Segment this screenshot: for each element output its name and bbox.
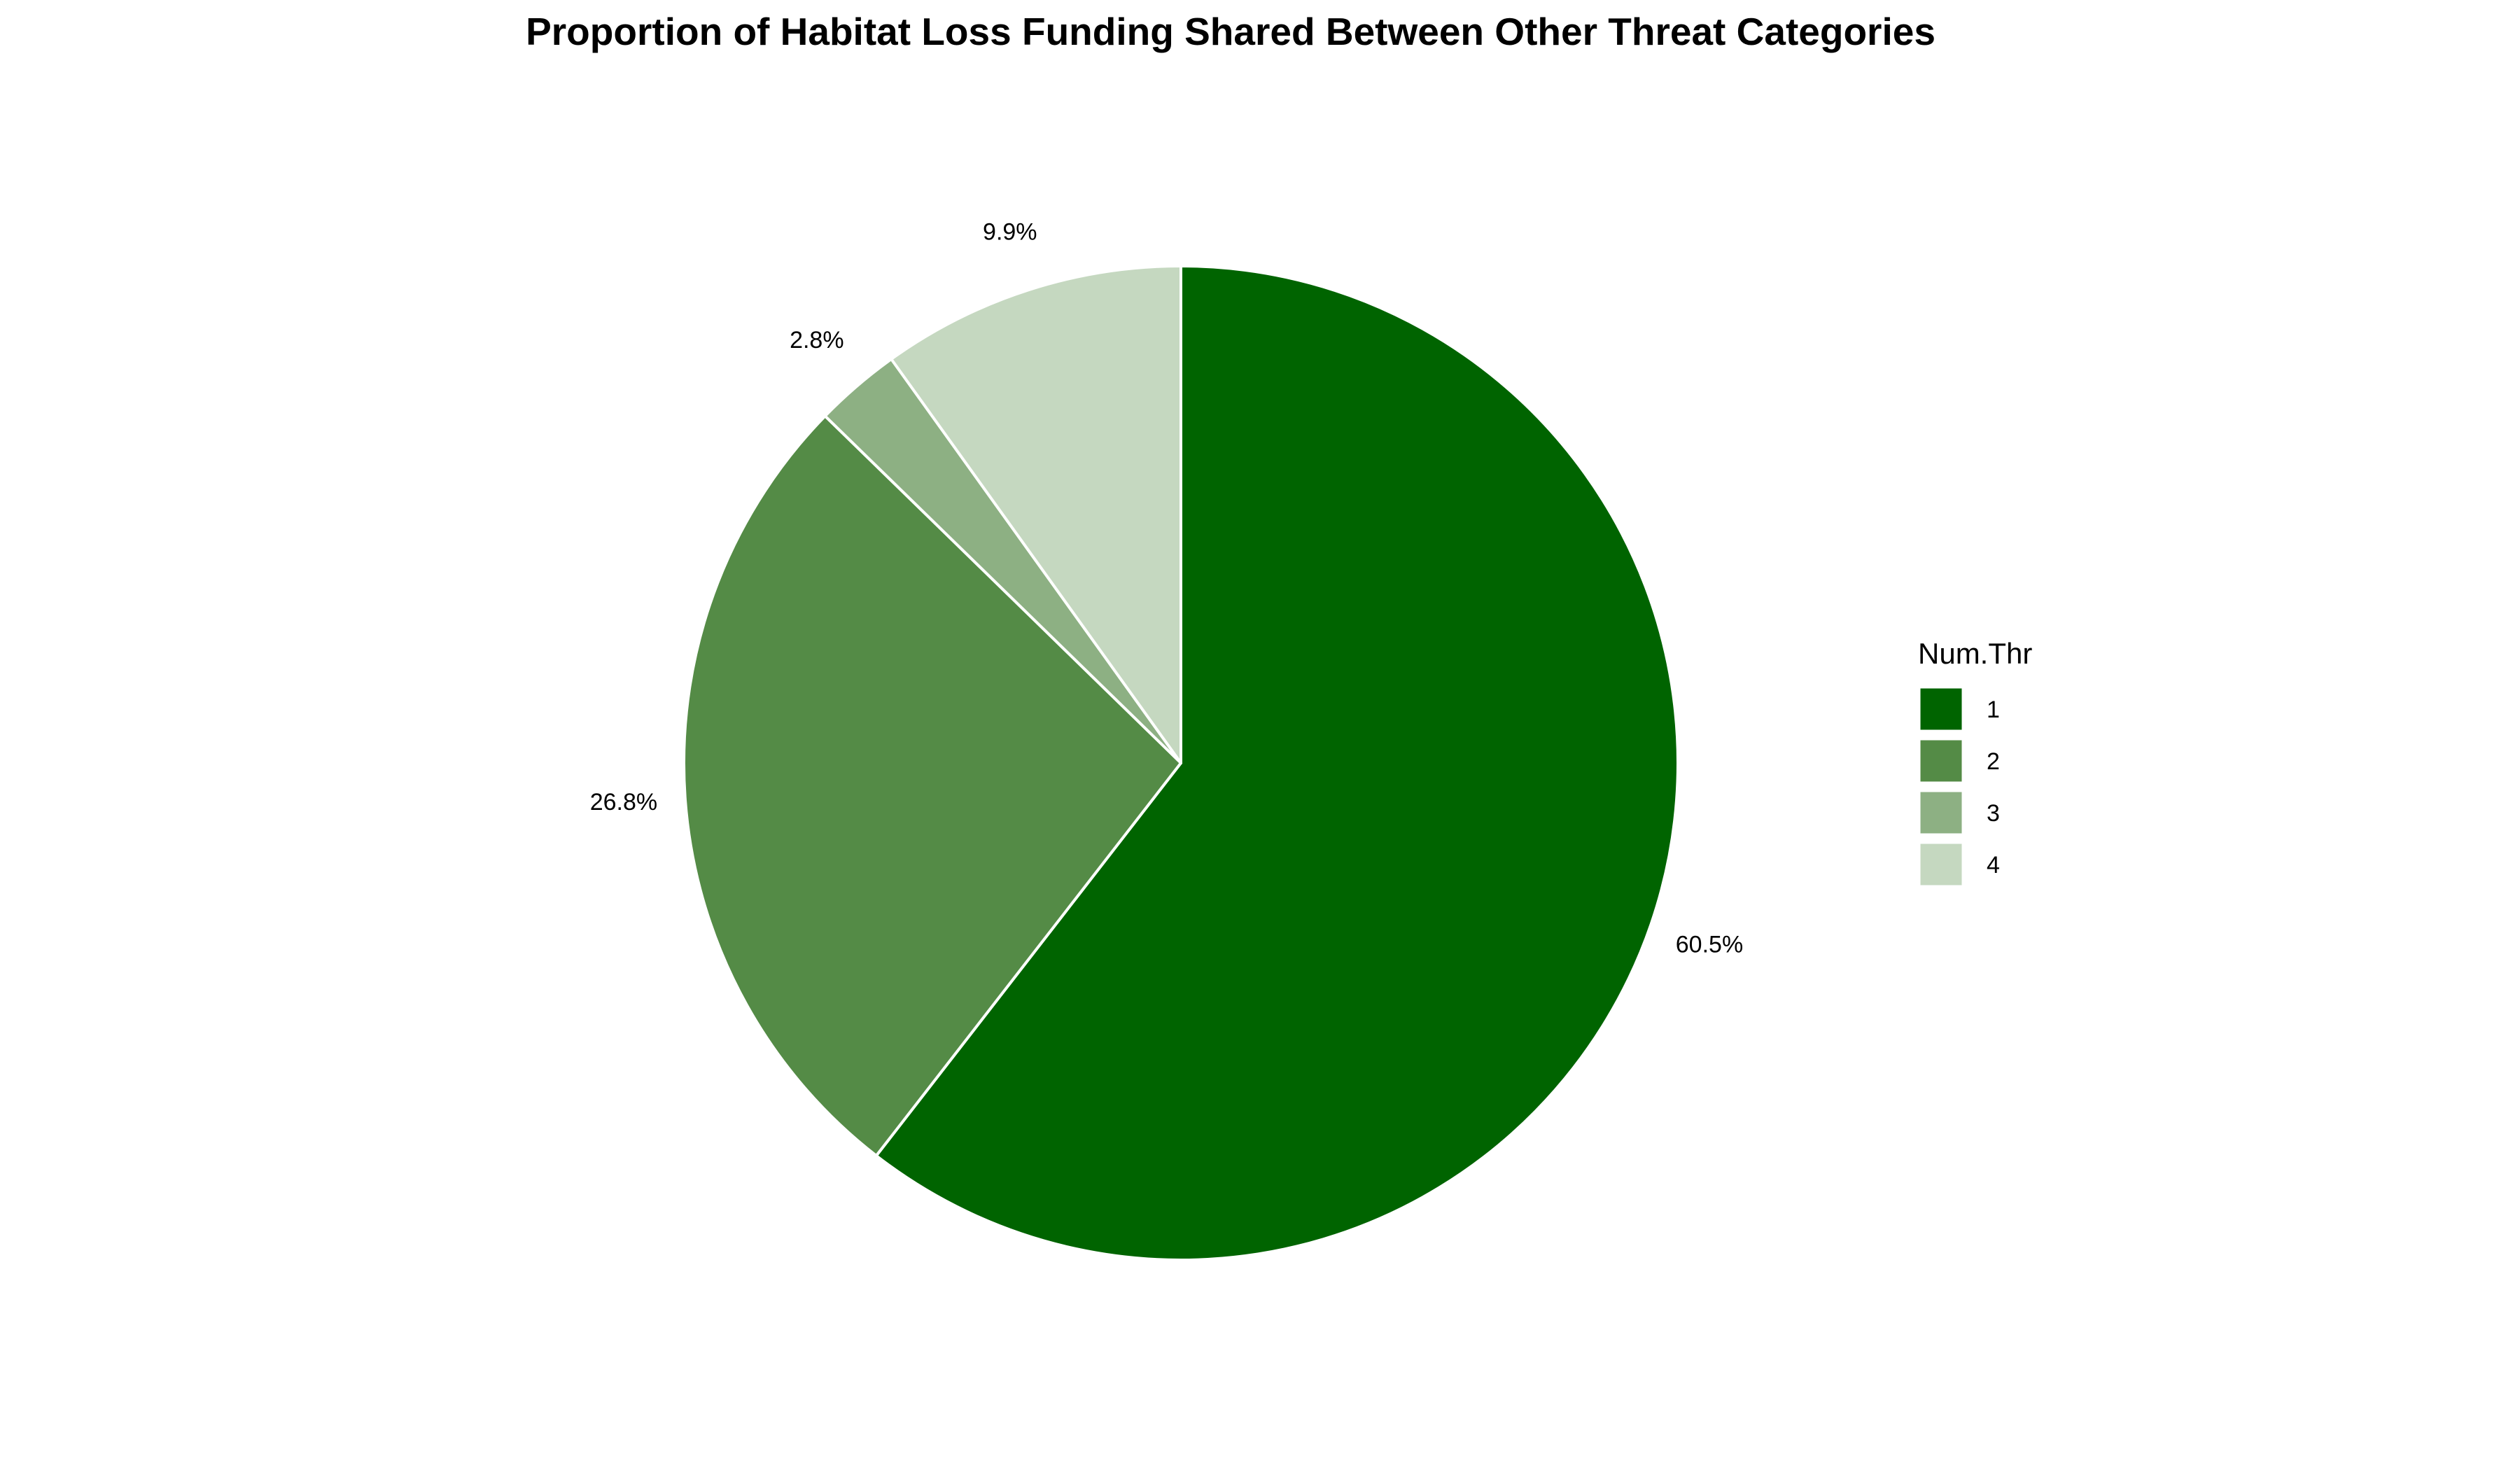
legend-key-4 [1918, 841, 1964, 888]
chart-title: Proportion of Habitat Loss Funding Share… [526, 10, 1935, 53]
slice-labels: 60.5% 26.8% 2.8% 9.9% [590, 218, 1743, 958]
legend-key-1 [1918, 686, 1964, 732]
slice-label-4: 9.9% [983, 218, 1037, 245]
legend-key-3 [1918, 790, 1964, 836]
pie-slice-1 [874, 265, 1679, 1261]
slice-label-1: 60.5% [1676, 931, 1743, 958]
legend-label-3: 3 [1987, 800, 2000, 827]
legend-label-1: 1 [1987, 696, 2000, 723]
legend-label-4: 4 [1987, 852, 2000, 878]
slice-label-3: 2.8% [790, 327, 844, 354]
legend-label-2: 2 [1987, 748, 2000, 775]
legend-title: Num.Thr [1918, 637, 2032, 670]
pie-slice-2 [682, 414, 1182, 1158]
pie-slice-4 [890, 265, 1182, 764]
legend: Num.Thr 1 2 3 4 [1918, 637, 2032, 888]
legend-key-2 [1918, 738, 1964, 784]
slice-label-2: 26.8% [590, 789, 657, 816]
pie-slices [682, 265, 1679, 1261]
